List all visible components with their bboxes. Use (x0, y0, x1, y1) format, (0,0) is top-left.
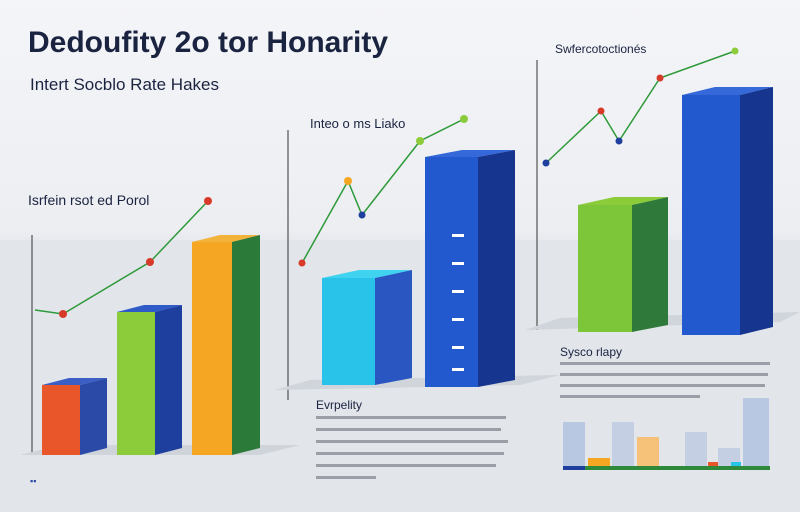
bar-side (375, 270, 412, 385)
bar-side (155, 305, 182, 455)
bar-side (740, 87, 773, 335)
bar (578, 205, 632, 332)
bar-side (478, 150, 515, 387)
panel-1: Isrfein rsot ed Porol ▪▪ (20, 192, 300, 486)
bar (42, 385, 80, 455)
bar-top (578, 197, 668, 205)
panel-3: Swfercotoctionés Sysco rlapy (525, 42, 800, 470)
bar-side (232, 235, 260, 455)
note-heading: Evrpelity (316, 398, 362, 412)
dot (542, 159, 550, 167)
bar (425, 157, 478, 387)
bar-top (322, 270, 412, 278)
dot (298, 259, 306, 267)
title: Dedoufity 2o tor Honarity (28, 26, 388, 59)
dot (146, 258, 154, 266)
bar (682, 95, 740, 335)
note-heading: Sysco rlapy (560, 345, 622, 359)
bar-top (682, 87, 773, 95)
dot (460, 115, 468, 123)
dot (358, 211, 366, 219)
dot (416, 137, 424, 145)
logo: ▪▪ (30, 476, 36, 486)
bar-top (192, 235, 260, 242)
panel-label: Inteo o ms Liako (310, 116, 405, 131)
mini-chart (563, 398, 770, 470)
dot (59, 310, 67, 318)
bar-side (632, 197, 668, 332)
bar-side (80, 378, 107, 455)
bar-top (117, 305, 182, 312)
dot (344, 177, 352, 185)
dot (615, 137, 623, 145)
trend-line (34, 200, 209, 315)
text-lines (560, 362, 770, 398)
dot (597, 107, 605, 115)
text-lines (316, 416, 508, 479)
dot (656, 74, 664, 82)
bar-ticks (452, 234, 464, 371)
panel-label: Swfercotoctionés (555, 42, 646, 56)
bar-top (425, 150, 515, 157)
bar-top (42, 378, 107, 385)
subtitle: Intert Socblo Rate Hakes (30, 75, 219, 94)
bar (117, 312, 155, 455)
dot (731, 47, 739, 55)
dot (204, 197, 212, 205)
bar (322, 278, 375, 385)
panel-label: Isrfein rsot ed Porol (28, 192, 149, 208)
bar (192, 242, 232, 455)
panel-2: Inteo o ms Liako Evrpelity (275, 115, 560, 479)
